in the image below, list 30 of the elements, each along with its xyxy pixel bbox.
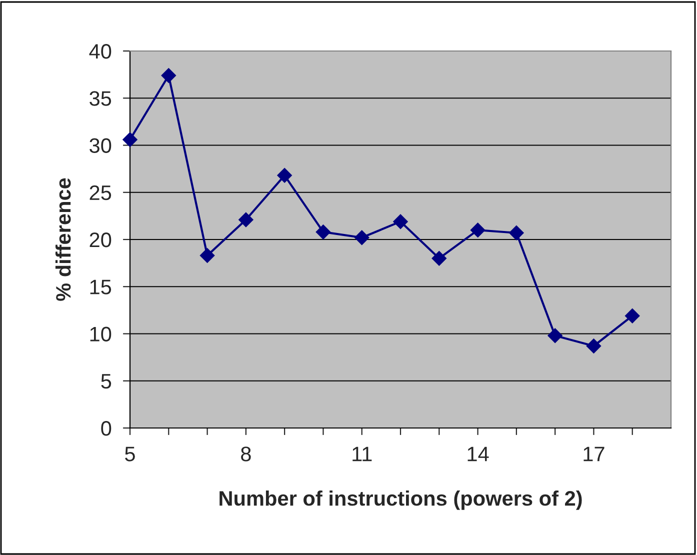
point xyxy=(432,250,447,266)
point xyxy=(624,308,640,324)
point xyxy=(277,168,292,183)
x-tick-label: 5 xyxy=(125,446,135,462)
point xyxy=(161,68,176,83)
x-tick-label: 8 xyxy=(241,446,251,462)
y-tick-label: 15 xyxy=(90,280,112,294)
x-axis-title: Number of instructions (powers of 2) xyxy=(220,490,582,510)
point xyxy=(354,230,370,246)
y-tick-label: 30 xyxy=(90,138,112,154)
y-tick-label: 40 xyxy=(89,44,112,59)
x-tick-label: 17 xyxy=(584,446,604,462)
y-tick-label: 35 xyxy=(90,91,112,106)
point xyxy=(200,248,215,263)
x-tick-label: 14 xyxy=(468,446,489,462)
y-tick-label: 0 xyxy=(101,421,112,436)
y-axis-title: % difference xyxy=(55,178,71,301)
point xyxy=(548,328,562,344)
y-tick-label: 20 xyxy=(90,232,112,248)
point xyxy=(470,222,486,238)
point xyxy=(122,132,138,147)
y-tick-label: 5 xyxy=(101,374,112,389)
y-tick-label: 10 xyxy=(90,326,112,342)
point xyxy=(586,338,602,354)
x-tick-label: 11 xyxy=(352,446,372,462)
point xyxy=(509,226,524,240)
point xyxy=(316,224,331,240)
y-tick-label: 25 xyxy=(90,185,112,200)
point xyxy=(393,214,408,229)
point xyxy=(238,212,254,228)
